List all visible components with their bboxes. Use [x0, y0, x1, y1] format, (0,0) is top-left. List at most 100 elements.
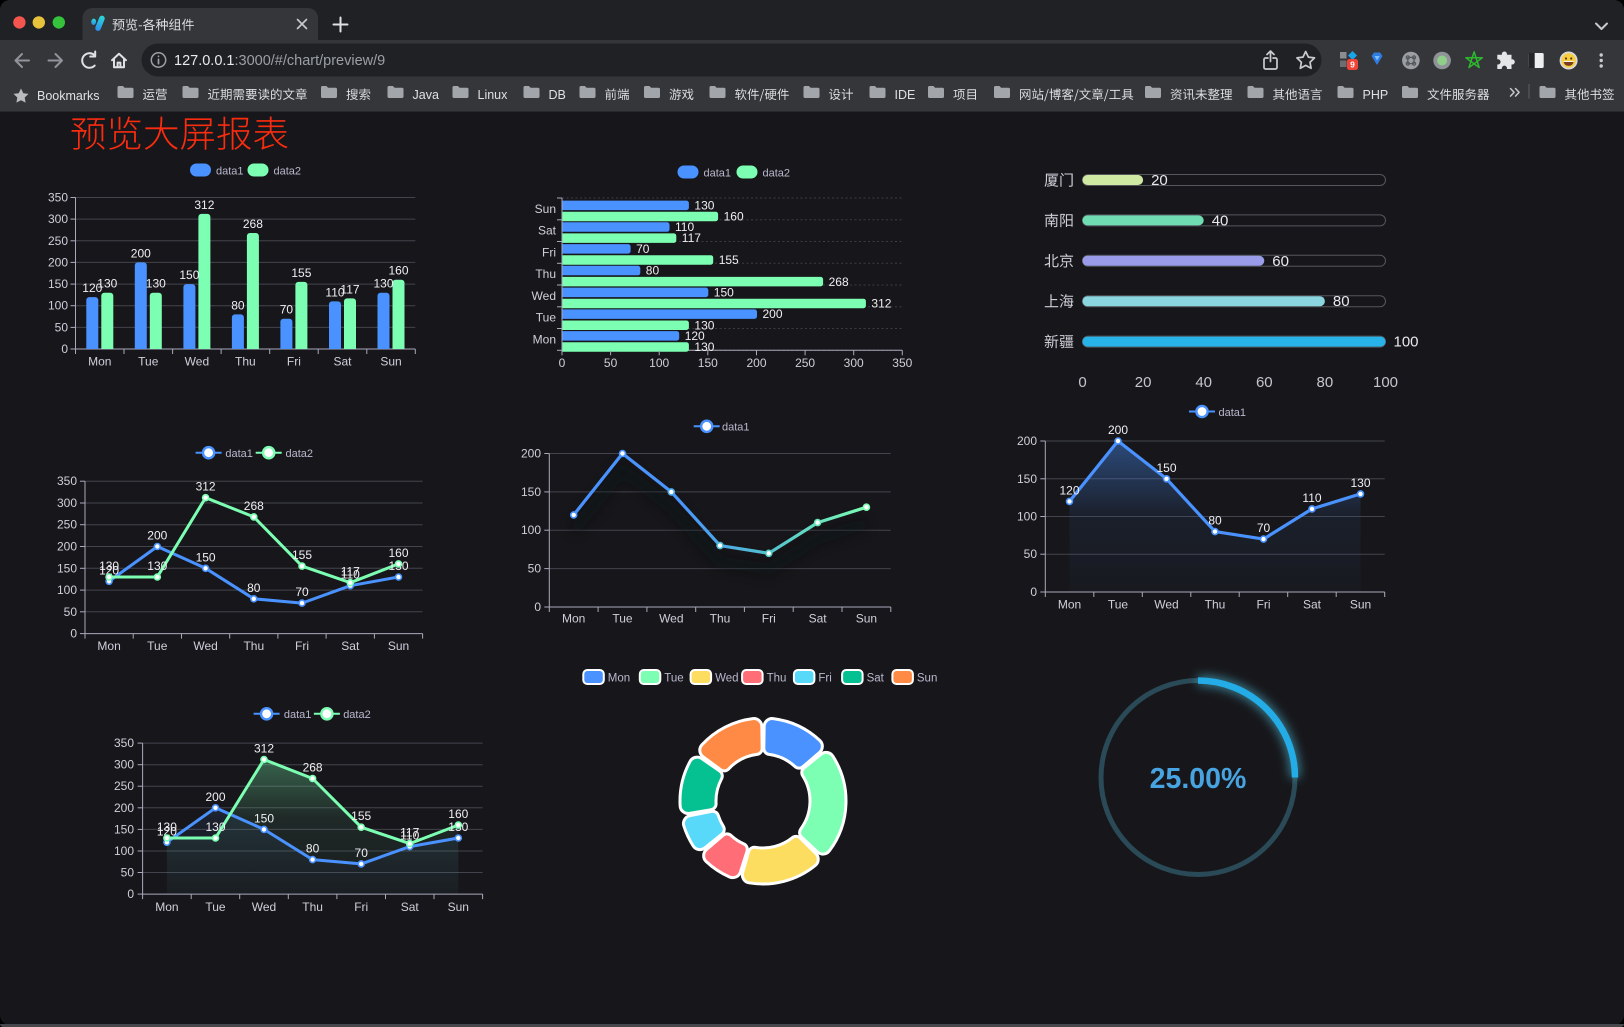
svg-text:data2: data2: [763, 168, 791, 180]
svg-text:150: 150: [1156, 461, 1176, 475]
svg-text:Tue: Tue: [664, 673, 683, 685]
svg-text:Fri: Fri: [1257, 598, 1271, 612]
svg-text:70: 70: [295, 585, 309, 599]
svg-text:80: 80: [231, 298, 245, 312]
svg-text:data1: data1: [704, 168, 732, 180]
svg-text:data2: data2: [274, 166, 302, 178]
svg-text:300: 300: [57, 496, 77, 510]
svg-text:150: 150: [698, 356, 718, 370]
svg-text:Java: Java: [413, 88, 439, 102]
svg-text:150: 150: [57, 561, 77, 575]
svg-text:200: 200: [205, 790, 225, 804]
svg-text:0: 0: [61, 342, 68, 356]
svg-text:155: 155: [719, 253, 739, 267]
svg-text:130: 130: [694, 198, 714, 212]
svg-text:70: 70: [1257, 521, 1271, 535]
svg-text:130: 130: [99, 559, 119, 573]
svg-text:Tue: Tue: [536, 311, 557, 325]
svg-text:300: 300: [48, 212, 68, 226]
svg-text:100: 100: [57, 583, 77, 597]
svg-text:80: 80: [1333, 293, 1350, 310]
svg-text:Thu: Thu: [767, 673, 787, 685]
svg-text:Wed: Wed: [715, 673, 738, 685]
svg-text:312: 312: [254, 742, 274, 756]
svg-text:100: 100: [1394, 334, 1419, 351]
svg-text:Wed: Wed: [252, 900, 276, 914]
svg-text:Wed: Wed: [185, 355, 209, 369]
svg-text:Mon: Mon: [155, 900, 178, 914]
svg-text:350: 350: [57, 474, 77, 488]
svg-text:Tue: Tue: [138, 355, 159, 369]
svg-text:150: 150: [196, 550, 216, 564]
svg-text:Thu: Thu: [235, 355, 256, 369]
svg-text:Fri: Fri: [542, 245, 556, 259]
svg-text:350: 350: [114, 736, 134, 750]
svg-text:100: 100: [521, 523, 541, 537]
svg-text:Fri: Fri: [354, 900, 368, 914]
svg-text:Wed: Wed: [1154, 598, 1178, 612]
svg-text:200: 200: [147, 529, 167, 543]
svg-text:100: 100: [649, 356, 669, 370]
svg-text:117: 117: [400, 826, 419, 840]
svg-text:250: 250: [795, 356, 815, 370]
svg-text:0: 0: [534, 600, 541, 614]
svg-text:20: 20: [1151, 172, 1168, 189]
svg-text:Linux: Linux: [478, 88, 509, 102]
svg-text:130: 130: [146, 277, 166, 291]
svg-text:data1: data1: [1219, 407, 1247, 419]
svg-text:0: 0: [559, 356, 566, 370]
svg-text:110: 110: [675, 220, 694, 234]
svg-text:40: 40: [1212, 212, 1229, 229]
svg-text:268: 268: [244, 499, 264, 513]
svg-text:Sat: Sat: [867, 673, 885, 685]
svg-text:130: 130: [373, 277, 393, 291]
svg-text:0: 0: [1078, 374, 1086, 391]
svg-text:200: 200: [48, 255, 68, 269]
svg-text:250: 250: [48, 234, 68, 248]
svg-text:Tue: Tue: [612, 612, 633, 626]
svg-text:150: 150: [254, 811, 274, 825]
svg-text:50: 50: [64, 605, 78, 619]
svg-text:9: 9: [1350, 60, 1355, 70]
svg-text:Thu: Thu: [1205, 598, 1226, 612]
svg-text:80: 80: [306, 842, 320, 856]
svg-text:200: 200: [1017, 434, 1037, 448]
svg-text:Tue: Tue: [205, 900, 226, 914]
svg-text:312: 312: [194, 198, 214, 212]
svg-text:120: 120: [1059, 483, 1079, 497]
svg-text:110: 110: [341, 568, 360, 582]
svg-text:150: 150: [114, 822, 134, 836]
svg-text:100: 100: [48, 299, 68, 313]
svg-text:Thu: Thu: [243, 639, 264, 653]
svg-text:Thu: Thu: [535, 267, 556, 281]
svg-text:80: 80: [1208, 514, 1222, 528]
svg-text:150: 150: [48, 277, 68, 291]
svg-text:PHP: PHP: [1363, 88, 1389, 102]
svg-text:130: 130: [157, 820, 177, 834]
svg-text:150: 150: [1017, 472, 1037, 486]
svg-text:100: 100: [1373, 374, 1398, 391]
svg-text:117: 117: [341, 565, 360, 579]
svg-text:80: 80: [247, 581, 261, 595]
svg-text:70: 70: [280, 303, 294, 317]
svg-text:Mon: Mon: [88, 355, 111, 369]
svg-text:250: 250: [114, 779, 134, 793]
svg-text:155: 155: [351, 809, 371, 823]
svg-text:Mon: Mon: [1058, 598, 1081, 612]
svg-text:Tue: Tue: [1108, 598, 1129, 612]
svg-text:Sat: Sat: [341, 639, 360, 653]
svg-text:Tue: Tue: [147, 639, 168, 653]
svg-text:data1: data1: [225, 448, 253, 460]
svg-text:110: 110: [400, 829, 419, 843]
svg-text:Bookmarks: Bookmarks: [37, 89, 100, 103]
svg-text:60: 60: [1272, 253, 1289, 270]
svg-text:120: 120: [99, 563, 119, 577]
svg-text:250: 250: [57, 518, 77, 532]
svg-text:127.0.0.1:3000/#/chart/preview: 127.0.0.1:3000/#/chart/preview/9: [174, 53, 385, 69]
svg-text:50: 50: [604, 356, 618, 370]
svg-text:Sun: Sun: [856, 612, 877, 626]
svg-text:50: 50: [1024, 547, 1038, 561]
svg-text:155: 155: [291, 266, 311, 280]
svg-text:Mon: Mon: [608, 673, 630, 685]
svg-text:60: 60: [1256, 374, 1273, 391]
